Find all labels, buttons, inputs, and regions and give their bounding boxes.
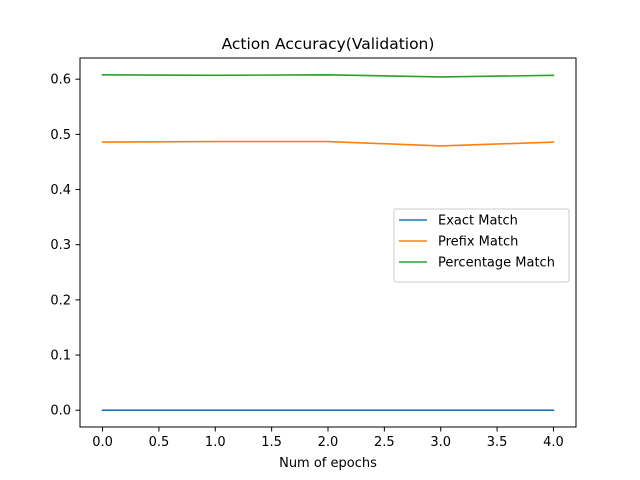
- x-axis-ticks: 0.0 0.5 1.0 1.5 2.0 2.5 3.0 3.5 4.0: [92, 427, 564, 450]
- x-tick-label: 2.0: [318, 435, 339, 450]
- legend-label: Prefix Match: [438, 235, 518, 250]
- y-tick-label: 0.2: [50, 293, 71, 308]
- x-tick-label: 0.5: [149, 435, 170, 450]
- y-tick-label: 0.3: [50, 238, 71, 253]
- legend-label: Percentage Match: [438, 256, 555, 271]
- x-tick-label: 1.0: [205, 435, 226, 450]
- x-axis-title: Num of epochs: [279, 456, 377, 471]
- x-tick-label: 4.0: [543, 435, 564, 450]
- chart-title: Action Accuracy(Validation): [222, 35, 435, 53]
- legend: Exact Match Prefix Match Percentage Match: [393, 208, 570, 283]
- series-lines: [101, 73, 555, 412]
- legend-box: [393, 208, 570, 283]
- legend-label: Exact Match: [438, 214, 518, 229]
- x-tick-label: 0.0: [92, 435, 113, 450]
- y-tick-label: 0.1: [50, 349, 71, 364]
- x-tick-label: 3.5: [487, 435, 508, 450]
- y-tick-label: 0.4: [50, 183, 71, 198]
- y-tick-label: 0.5: [50, 128, 71, 143]
- y-tick-label: 0.0: [50, 404, 71, 419]
- y-axis-ticks: 0.0 0.1 0.2 0.3 0.4 0.5 0.6: [50, 73, 80, 419]
- x-tick-label: 3.0: [430, 435, 451, 450]
- x-tick-label: 2.5: [374, 435, 395, 450]
- y-tick-label: 0.6: [50, 73, 71, 88]
- x-tick-label: 1.5: [261, 435, 282, 450]
